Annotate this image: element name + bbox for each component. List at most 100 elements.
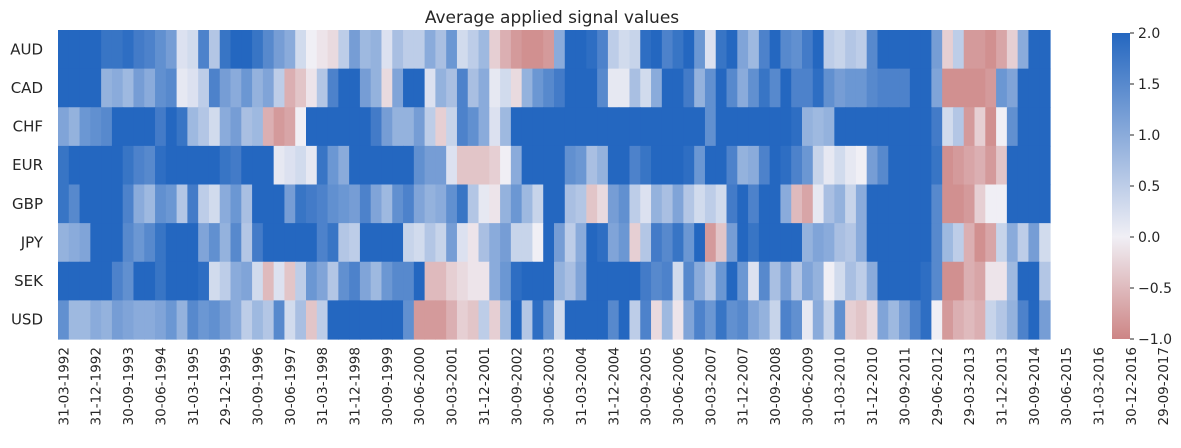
column-label: 30-03-2001 bbox=[445, 347, 461, 425]
heatmap-cell bbox=[165, 30, 178, 70]
heatmap-cell bbox=[683, 300, 695, 340]
heatmap-cell bbox=[467, 30, 480, 70]
heatmap-cell bbox=[597, 145, 609, 186]
heatmap-cell bbox=[952, 184, 965, 224]
heatmap-cell bbox=[489, 30, 501, 70]
heatmap-cell bbox=[1017, 300, 1030, 340]
heatmap-cell bbox=[597, 261, 609, 301]
heatmap-cell bbox=[262, 223, 275, 263]
heatmap-cell bbox=[435, 184, 447, 224]
heatmap-cell bbox=[543, 261, 555, 301]
heatmap-cell bbox=[974, 184, 986, 224]
heatmap-cell bbox=[888, 145, 900, 186]
heatmap-cell bbox=[855, 68, 868, 108]
heatmap-cell bbox=[144, 223, 156, 263]
heatmap-cell bbox=[683, 223, 695, 263]
heatmap-cell bbox=[165, 145, 178, 186]
heatmap-cell bbox=[532, 261, 544, 301]
heatmap-cell bbox=[370, 184, 383, 224]
heatmap-cell bbox=[769, 145, 782, 186]
heatmap-cell bbox=[58, 145, 70, 186]
heatmap-cell bbox=[176, 184, 188, 224]
heatmap-cell bbox=[446, 145, 458, 186]
heatmap-cell bbox=[295, 300, 307, 340]
heatmap-cell bbox=[996, 107, 1008, 147]
heatmap-cell bbox=[672, 30, 684, 70]
heatmap-cell bbox=[575, 68, 587, 108]
heatmap-cell bbox=[456, 145, 469, 186]
heatmap-cell bbox=[510, 30, 523, 70]
heatmap-cell bbox=[349, 261, 361, 301]
heatmap-cell bbox=[845, 223, 857, 263]
heatmap-cell bbox=[208, 300, 221, 340]
heatmap-cell bbox=[909, 30, 922, 70]
heatmap-cell bbox=[607, 261, 620, 301]
column-label: 30-09-2011 bbox=[897, 347, 913, 425]
heatmap-cell bbox=[262, 300, 275, 340]
heatmap-cell bbox=[758, 184, 771, 224]
heatmap-cell bbox=[359, 145, 372, 186]
heatmap-cell bbox=[877, 300, 889, 340]
heatmap-cell bbox=[888, 107, 900, 147]
heatmap-cell bbox=[1006, 68, 1019, 108]
heatmap-cell bbox=[316, 184, 329, 224]
heatmap-cell bbox=[726, 68, 738, 108]
heatmap-cell bbox=[1039, 68, 1051, 108]
heatmap-cell bbox=[273, 300, 286, 340]
heatmap-cell bbox=[489, 261, 501, 301]
heatmap-cell bbox=[144, 30, 156, 70]
heatmap-cell bbox=[554, 261, 566, 301]
heatmap-cell bbox=[273, 68, 286, 108]
heatmap-cell bbox=[133, 223, 145, 263]
heatmap-cell bbox=[219, 145, 232, 186]
heatmap-cell bbox=[1028, 300, 1040, 340]
heatmap-cell bbox=[489, 300, 501, 340]
heatmap-cell bbox=[370, 223, 383, 263]
heatmap-cell bbox=[694, 30, 706, 70]
heatmap-cell bbox=[931, 145, 943, 186]
heatmap-cell bbox=[586, 300, 598, 340]
heatmap-cell bbox=[607, 300, 620, 340]
heatmap-cell bbox=[823, 261, 835, 301]
heatmap-cell bbox=[306, 107, 318, 147]
heatmap-cell bbox=[532, 184, 544, 224]
heatmap-cell bbox=[532, 107, 544, 147]
heatmap-cell bbox=[564, 300, 577, 340]
heatmap-cell bbox=[963, 68, 976, 108]
column-label: 30-06-2009 bbox=[800, 347, 816, 425]
heatmap-cell bbox=[845, 145, 857, 186]
column-label: 30-09-1996 bbox=[251, 347, 267, 425]
heatmap-cell bbox=[726, 30, 738, 70]
heatmap-cell bbox=[629, 261, 641, 301]
heatmap-cell bbox=[349, 145, 361, 186]
heatmap-cell bbox=[68, 68, 81, 108]
heatmap-cell bbox=[435, 30, 447, 70]
heatmap-cell bbox=[284, 261, 296, 301]
heatmap-cell bbox=[931, 261, 943, 301]
heatmap-cell bbox=[802, 107, 814, 147]
heatmap-cell bbox=[683, 68, 695, 108]
heatmap-cell bbox=[737, 223, 749, 263]
heatmap-cell bbox=[855, 223, 868, 263]
heatmap-cell bbox=[241, 107, 253, 147]
heatmap-cell bbox=[338, 184, 350, 224]
heatmap-cell bbox=[866, 107, 879, 147]
heatmap-cell bbox=[478, 107, 490, 147]
heatmap-cell bbox=[704, 68, 717, 108]
heatmap-cell bbox=[403, 145, 415, 186]
heatmap-cell bbox=[198, 145, 210, 186]
heatmap-cell bbox=[381, 30, 393, 70]
column-label: 31-03-2016 bbox=[1092, 347, 1108, 425]
heatmap-cell bbox=[888, 223, 900, 263]
heatmap-cell bbox=[58, 107, 70, 147]
heatmap-cell bbox=[1017, 223, 1030, 263]
heatmap-cell bbox=[241, 261, 253, 301]
heatmap-cell bbox=[122, 223, 135, 263]
heatmap-cell bbox=[1017, 145, 1030, 186]
heatmap-cell bbox=[413, 68, 426, 108]
heatmap-cell bbox=[1006, 145, 1019, 186]
heatmap-cell bbox=[79, 184, 91, 224]
heatmap-cell bbox=[758, 30, 771, 70]
heatmap-cell bbox=[607, 145, 620, 186]
